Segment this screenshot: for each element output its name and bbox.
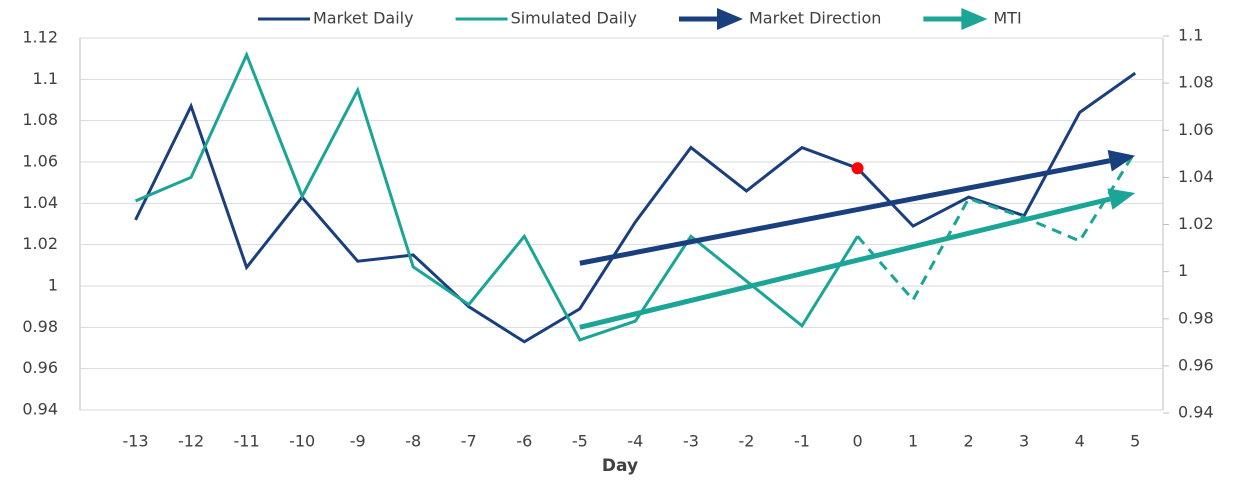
y-tick-label: 1.12: [22, 28, 58, 47]
y-tick-label: 1.02: [22, 234, 58, 253]
y-tick-label: 0.94: [22, 400, 58, 419]
arrow: [579, 196, 1111, 330]
y2-tick-label: 1.06: [1178, 120, 1214, 139]
x-tick-label: 5: [1130, 432, 1140, 451]
arrowhead: [961, 8, 988, 30]
y2-tick-label: 1.08: [1178, 73, 1214, 92]
y-tick-label: 1.04: [22, 193, 58, 212]
y-tick-label: 1.08: [22, 110, 58, 129]
x-tick-label: -13: [122, 432, 148, 451]
y-tick-label: 0.96: [22, 358, 58, 377]
arrowhead: [1107, 188, 1136, 210]
legend-label: Market Direction: [749, 9, 881, 28]
x-tick-label: 3: [1019, 432, 1029, 451]
y-tick-label: 1.06: [22, 152, 58, 171]
x-tick-label: 4: [1075, 432, 1085, 451]
x-tick-label: -8: [405, 432, 421, 451]
y2-tick-label: 0.96: [1178, 355, 1214, 374]
x-tick-label: 0: [852, 432, 862, 451]
legend-label: MTI: [993, 9, 1021, 28]
legend-label: Simulated Daily: [511, 9, 637, 28]
x-tick-label: -6: [516, 432, 532, 451]
y2-tick-label: 1.1: [1178, 26, 1203, 45]
x-tick-label: -1: [794, 432, 810, 451]
x-tick-label: -10: [289, 432, 315, 451]
y2-tick-label: 1: [1178, 261, 1188, 280]
y2-tick-label: 1.04: [1178, 167, 1214, 186]
arrowhead: [717, 8, 743, 30]
y2-tick-label: 1.02: [1178, 214, 1214, 233]
y2-tick-label: 0.98: [1178, 308, 1214, 327]
x-tick-label: 1: [908, 432, 918, 451]
x-axis-label: Day: [602, 456, 638, 476]
x-tick-label: -12: [178, 432, 204, 451]
highlight-point: [851, 162, 864, 175]
x-tick-label: -11: [234, 432, 260, 451]
x-tick-label: -9: [350, 432, 366, 451]
x-tick-label: -2: [738, 432, 754, 451]
y-tick-label: 0.98: [22, 317, 58, 336]
y-tick-label: 1.1: [33, 69, 58, 88]
x-tick-label: 2: [964, 432, 974, 451]
y2-tick-label: 0.94: [1178, 403, 1214, 422]
legend-label: Market Daily: [313, 9, 414, 28]
x-tick-label: -4: [627, 432, 643, 451]
x-tick-label: -7: [461, 432, 477, 451]
x-tick-label: -3: [683, 432, 699, 451]
dashed-line: [856, 150, 1137, 303]
y-tick-label: 1: [48, 276, 58, 295]
arrowhead: [1107, 149, 1136, 172]
line: [134, 71, 1137, 344]
line: [134, 50, 859, 342]
x-tick-label: -5: [572, 432, 588, 451]
arrow: [579, 158, 1111, 266]
